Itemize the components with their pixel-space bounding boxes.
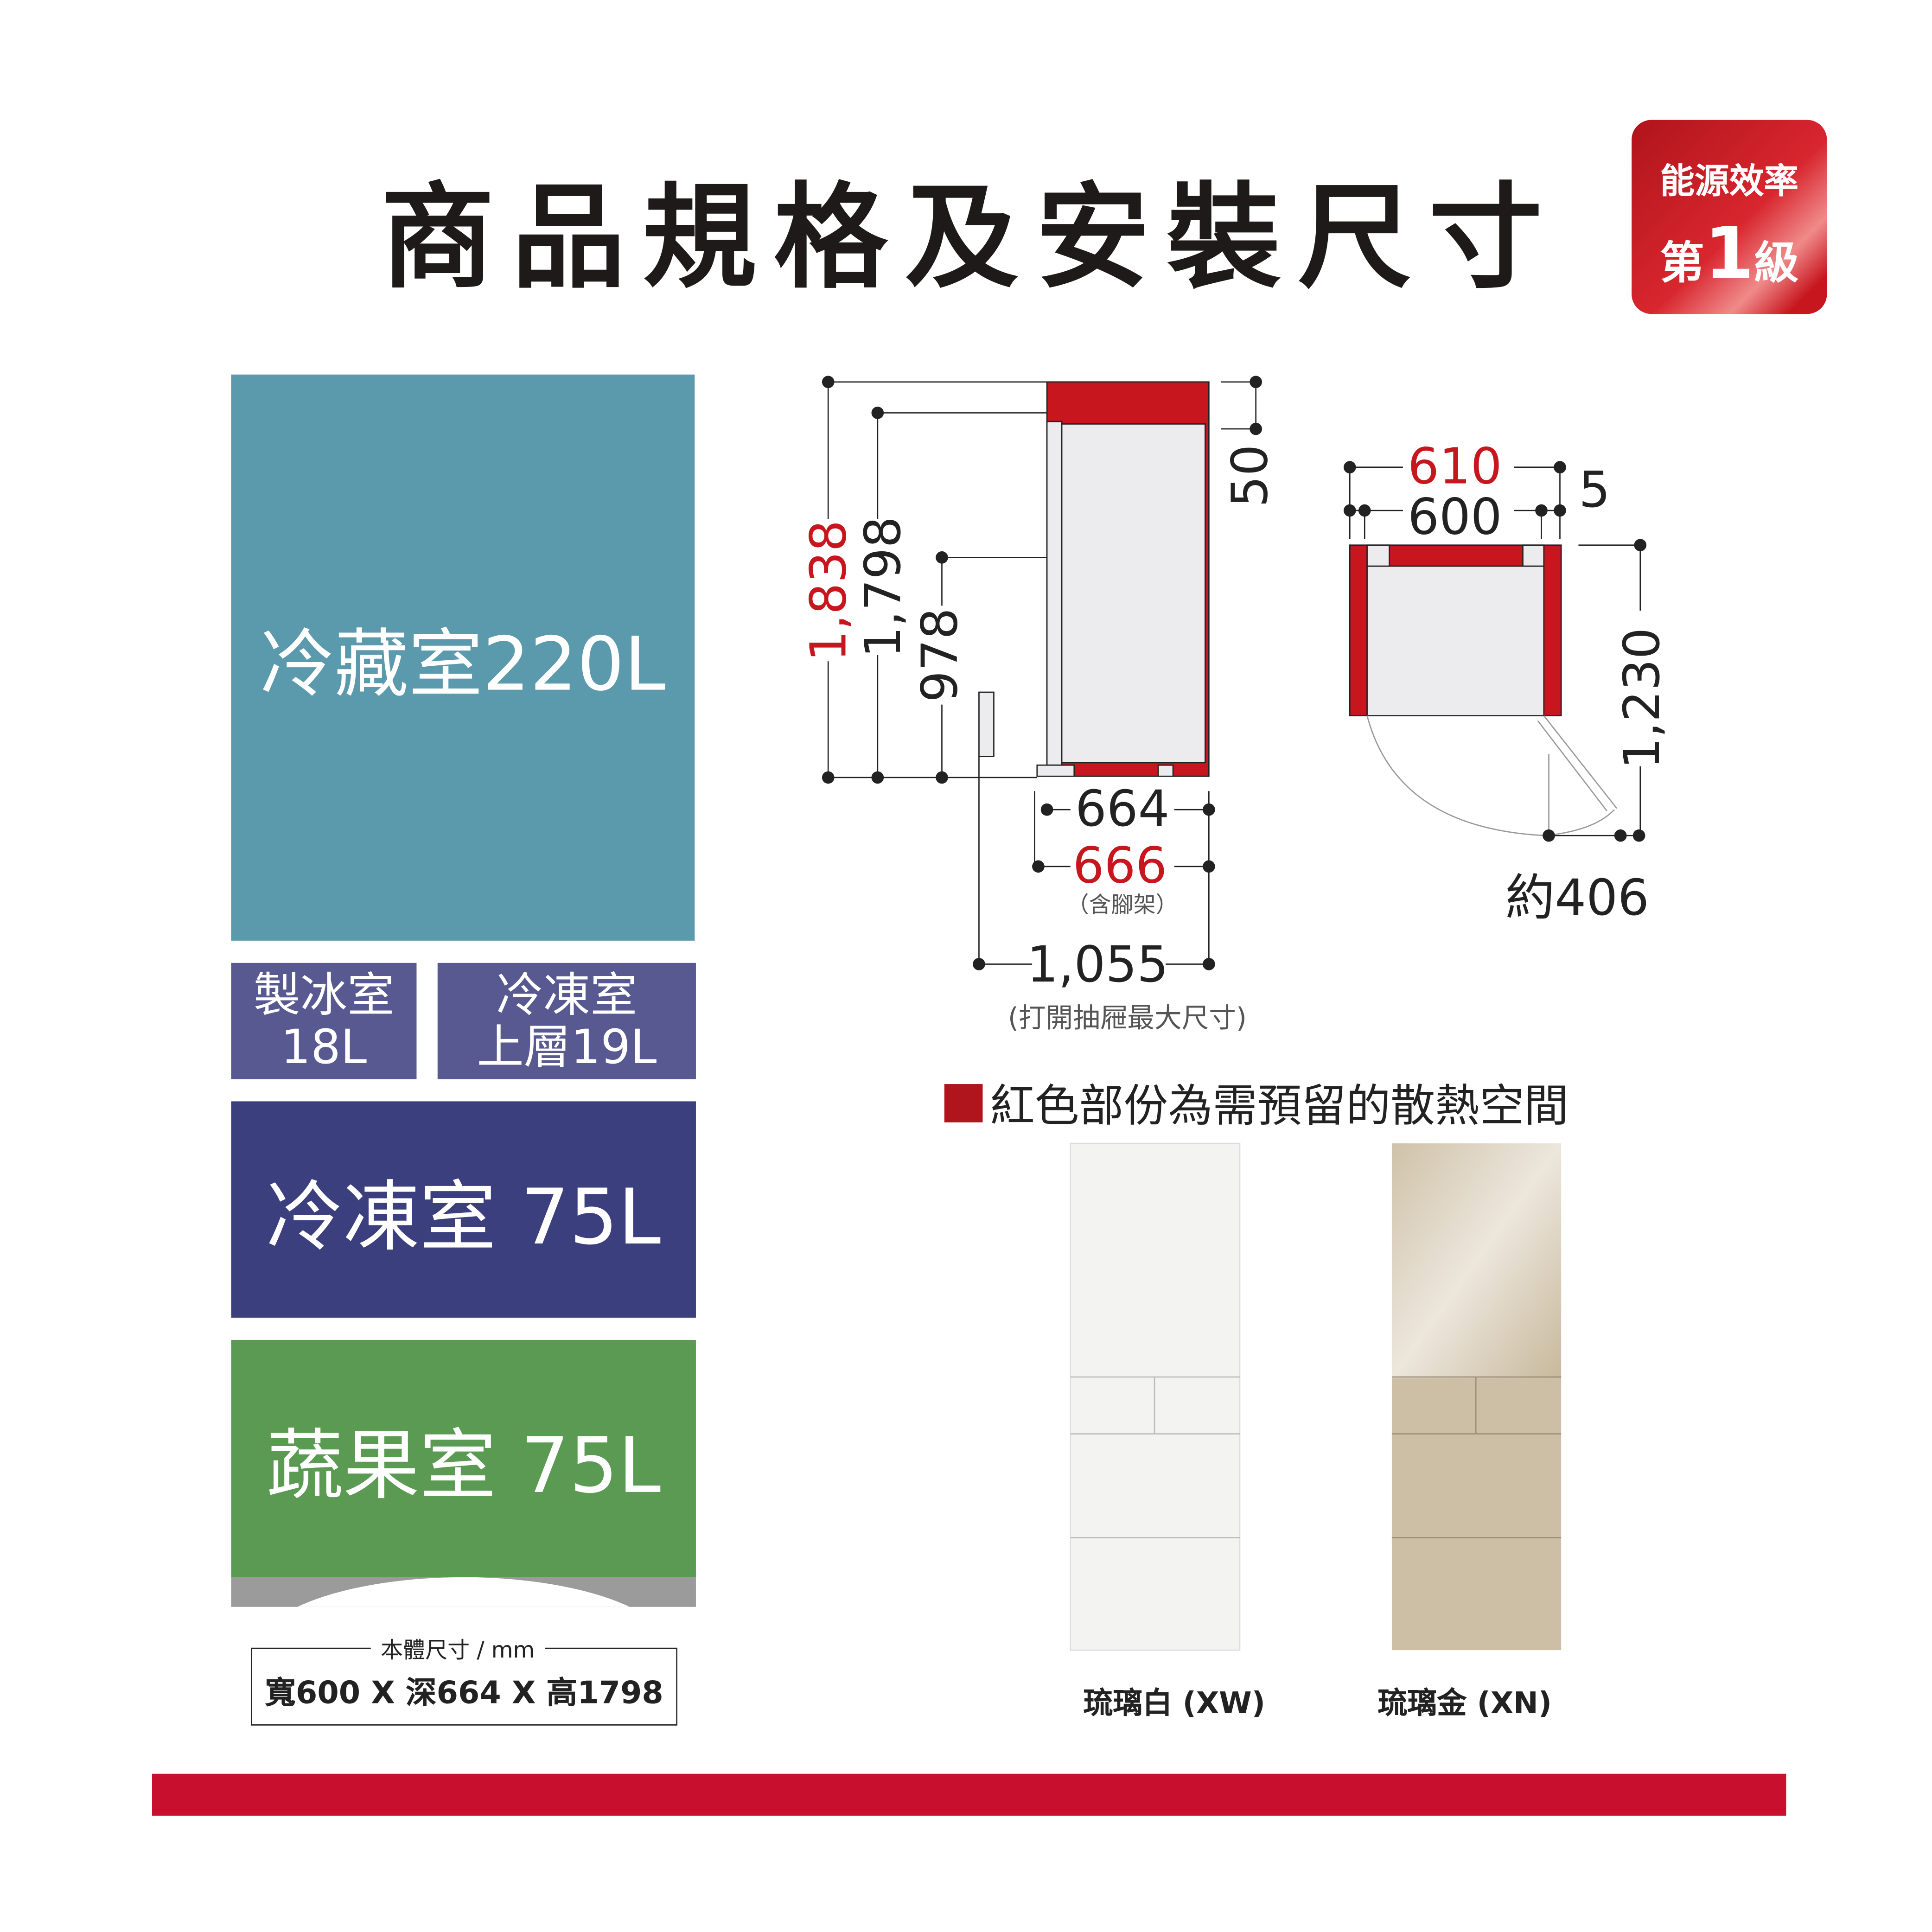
depth-label: 664 [1075,780,1170,838]
height-total-label: 1,838 [800,520,858,662]
badge-grade: 第1級 [1659,211,1799,296]
height-body-label: 1,798 [854,516,912,658]
color-option-white: 琉璃白 (XW) [1083,1686,1266,1721]
side-gap-label: 5 [1579,461,1610,519]
depth-feet-label: 666 [1073,837,1167,895]
vegetable-compartment: 蔬果室 75L [231,1339,696,1577]
ice-compartment: 製冰室 18L [231,963,417,1079]
width-total-label: 610 [1408,438,1502,495]
body-size-value: 寬600 X 深664 X 高1798 [265,1675,663,1711]
arch-decoration [231,1577,696,1607]
side-view-diagram [822,376,1262,970]
height-lower-label: 978 [911,608,969,702]
fridge-gold-image [1391,1143,1562,1651]
width-body-label: 600 [1408,489,1502,546]
depth-open-label: 1,055 [1027,936,1168,994]
depth-open-note: (打開抽屜最大尺寸) [1008,1002,1247,1033]
top-view-diagram [1343,461,1647,842]
footer-bar [152,1773,1786,1816]
fridge-white-image [1070,1142,1241,1651]
door-open-label: 1,230 [1613,628,1671,769]
legend: 紅色部份為需預留的散熱空間 [944,1071,1569,1135]
badge-label: 能源效率 [1660,160,1799,202]
page-title: 商品規格及安裝尺寸 [381,172,1560,304]
body-size-caption: 本體尺寸 / mm [370,1632,545,1665]
door-swing-label: 約406 [1505,869,1649,927]
top-gap-label: 50 [1222,445,1279,508]
energy-efficiency-badge: 能源效率 第1級 [1632,120,1827,314]
upper-freezer-compartment: 冷凍室 上層19L [437,963,696,1079]
freezer-compartment: 冷凍室 75L [231,1101,696,1318]
legend-swatch [944,1083,983,1122]
depth-feet-note: （含腳架） [1067,892,1178,918]
color-option-gold: 琉璃金 (XN) [1377,1686,1552,1721]
fridge-compartment: 冷藏室220L [231,374,695,941]
